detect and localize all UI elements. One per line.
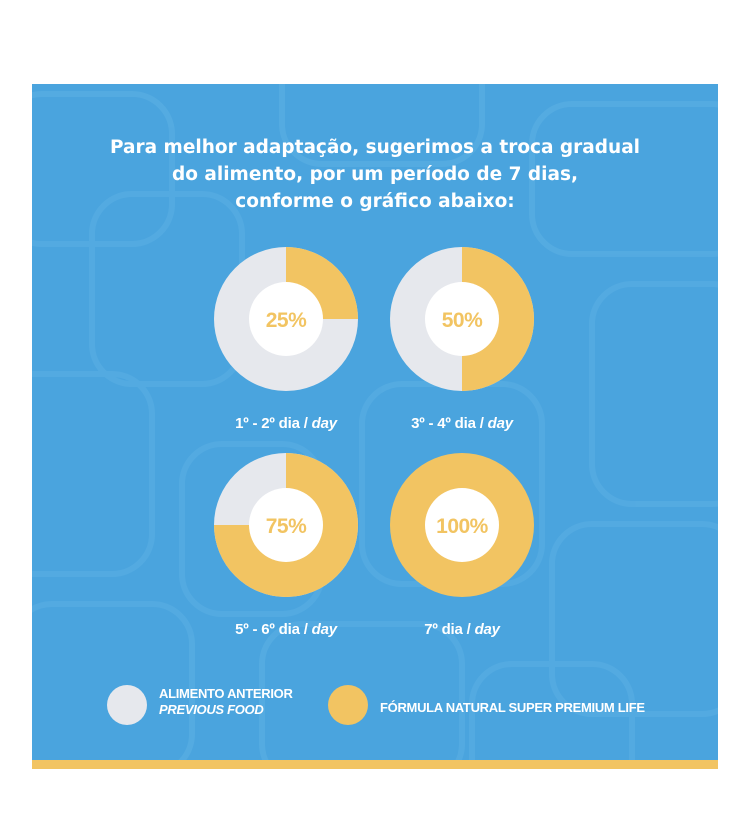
- day-label-1: 1º - 2º dia / day: [186, 415, 386, 432]
- day-label-4-separator: /: [466, 621, 475, 638]
- legend-new-label: FÓRMULA NATURAL SUPER PREMIUM LIFE: [380, 700, 645, 716]
- day-label-2-pt: 3º - 4º dia: [411, 415, 476, 432]
- day-label-4: 7º dia / day: [362, 621, 562, 638]
- donut-center: [425, 488, 499, 562]
- donut-chart-1: 25%: [214, 247, 358, 391]
- percentage-label: 75%: [266, 515, 307, 538]
- donut-chart-3: 75%: [214, 453, 358, 597]
- day-label-2: 3º - 4º dia / day: [362, 415, 562, 432]
- legend-previous-pt: ALIMENTO ANTERIOR: [159, 686, 293, 701]
- day-label-1-en: day: [311, 415, 337, 432]
- percentage-label: 50%: [442, 309, 483, 332]
- legend-previous-label: ALIMENTO ANTERIOR PREVIOUS FOOD: [159, 686, 293, 718]
- donut-chart-4: 100%: [390, 453, 534, 597]
- bottom-accent-strip: [32, 760, 718, 769]
- legend-previous-en: PREVIOUS FOOD: [159, 702, 264, 717]
- background-pattern: [32, 84, 718, 769]
- day-label-3-separator: /: [303, 621, 312, 638]
- headline: Para melhor adaptação, sugerimos a troca…: [32, 134, 718, 215]
- day-label-4-pt: 7º dia: [424, 621, 463, 638]
- day-label-3: 5º - 6º dia / day: [186, 621, 386, 638]
- infographic-panel: Para melhor adaptação, sugerimos a troca…: [32, 84, 718, 769]
- day-label-2-en: day: [487, 415, 513, 432]
- donut-charts: 25% 50% 75% 100%: [214, 247, 534, 597]
- percentage-label: 25%: [266, 309, 307, 332]
- legend-new-pt: FÓRMULA NATURAL SUPER PREMIUM LIFE: [380, 700, 645, 715]
- day-label-3-pt: 5º - 6º dia: [235, 621, 300, 638]
- day-label-1-pt: 1º - 2º dia: [235, 415, 300, 432]
- day-label-4-en: day: [474, 621, 500, 638]
- headline-line-1: Para melhor adaptação, sugerimos a troca…: [109, 137, 641, 158]
- headline-line-3: conforme o gráfico abaixo:: [235, 191, 515, 212]
- legend-previous-swatch: [107, 685, 147, 725]
- legend-new-swatch: [328, 685, 368, 725]
- day-label-2-separator: /: [479, 415, 488, 432]
- day-label-1-separator: /: [303, 415, 312, 432]
- donut-center: [249, 488, 323, 562]
- headline-line-2: do alimento, por um período de 7 dias,: [172, 164, 578, 185]
- day-label-3-en: day: [311, 621, 337, 638]
- donut-chart-2: 50%: [390, 247, 534, 391]
- donut-center: [249, 282, 323, 356]
- donut-center: [425, 282, 499, 356]
- percentage-label: 100%: [436, 515, 489, 538]
